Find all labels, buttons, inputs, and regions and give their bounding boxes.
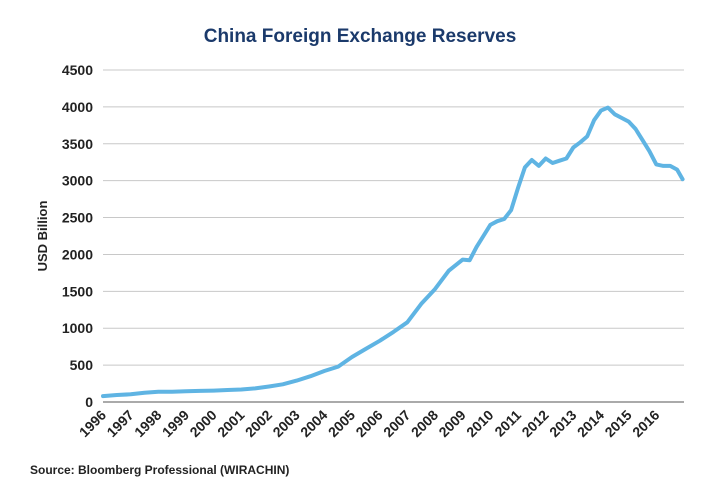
y-tick-label: 4500 [62, 62, 93, 78]
x-tick-label: 1999 [159, 407, 192, 440]
x-tick-label: 2008 [408, 407, 441, 440]
y-tick-labels: 0 500 1000 1500 2000 2500 3000 3500 4000 4500 [62, 62, 93, 410]
x-tick-label: 2002 [242, 407, 275, 440]
source-note: Source: Bloomberg Professional (WIRACHIN… [30, 463, 289, 477]
y-tick-label: 1500 [62, 283, 93, 299]
x-tick-label: 2004 [297, 407, 330, 440]
y-tick-label: 2500 [62, 210, 93, 226]
x-tick-label: 2009 [435, 407, 468, 440]
x-tick-label: 1997 [103, 407, 136, 440]
x-tick-label: 2010 [463, 407, 496, 440]
y-tick-label: 1000 [62, 320, 93, 336]
x-tick-label: 2013 [546, 407, 579, 440]
x-tick-label: 2006 [352, 407, 385, 440]
x-tick-label: 2000 [186, 407, 219, 440]
y-tick-label: 3500 [62, 136, 93, 152]
series-layer [101, 105, 685, 399]
x-tick-label: 2003 [269, 407, 302, 440]
y-tick-label: 500 [70, 357, 94, 373]
x-tick-label: 2015 [601, 407, 634, 440]
gridlines [103, 69, 684, 403]
x-tick-label: 2005 [325, 407, 358, 440]
y-tick-label: 3000 [62, 173, 93, 189]
x-tick-label: 1996 [76, 407, 109, 440]
x-tick-label: 1998 [131, 407, 164, 440]
x-tick-label: 2007 [380, 407, 413, 440]
x-tick-labels: 1996199719981999200020012002200320042005… [76, 407, 663, 440]
y-tick-label: 2000 [62, 246, 93, 262]
y-tick-label: 4000 [62, 99, 93, 115]
chart-title: China Foreign Exchange Reserves [204, 26, 517, 47]
x-tick-label: 2012 [518, 407, 551, 440]
y-tick-label: 0 [85, 394, 93, 410]
x-tick-label: 2011 [491, 407, 524, 440]
series-line [101, 105, 685, 399]
x-tick-label: 2014 [574, 407, 607, 440]
x-tick-label: 2001 [214, 407, 247, 440]
y-axis-label: USD Billion [35, 201, 50, 272]
x-tick-label: 2016 [629, 407, 662, 440]
